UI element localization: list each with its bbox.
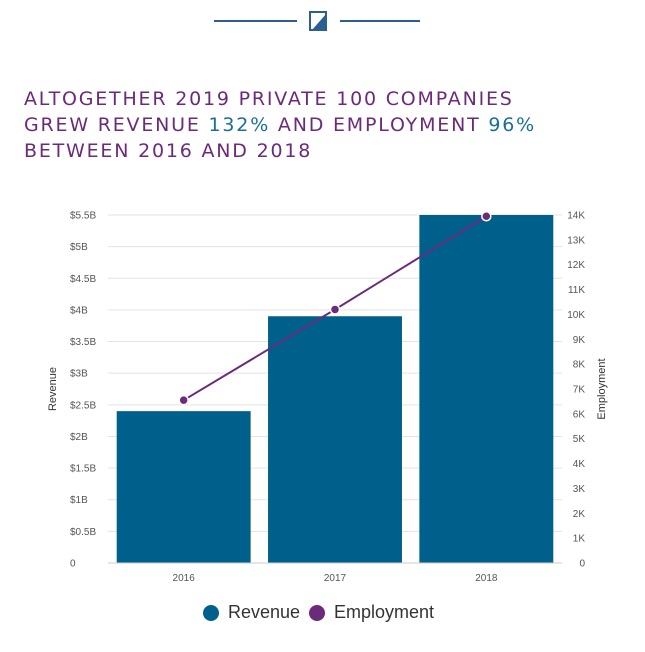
title-line-2-a: GREW REVENUE [24, 114, 209, 136]
employment-growth-highlight: 96% [488, 114, 536, 136]
y-tick-label: 0 [70, 559, 76, 570]
y-tick-label: $5B [70, 242, 88, 253]
employment-point [329, 304, 341, 315]
y2-tick-label: 14K [567, 211, 585, 222]
revenue-employment-chart: 0 $0.5B $1B $1.5B $2B $2.5B $3B $3.5B $4B $4.5B $5… [47, 210, 608, 585]
y-tick-label: $3B [70, 369, 88, 380]
revenue-bar [268, 316, 402, 563]
y2-tick-label: 10K [567, 310, 585, 321]
legend-label-employment: Employment [334, 602, 435, 622]
legend-item-revenue: Revenue [203, 602, 300, 623]
y-tick-label: $5.5B [70, 211, 96, 222]
revenue-bar [419, 215, 554, 563]
y-tick-label: $3.5B [70, 337, 96, 348]
employment-point [178, 394, 189, 406]
logo-divider-right [340, 20, 420, 22]
employment-point [481, 210, 492, 222]
chart-legend: Revenue Employment [0, 602, 645, 626]
y-tick-label: $4.5B [70, 274, 96, 285]
y2-tick-label: 12K [567, 260, 585, 271]
y2-tick-label: 0 [579, 559, 585, 570]
y-tick-label: $4B [70, 305, 88, 316]
y2-tick-label: 3K [573, 484, 586, 495]
y-tick-label: $1B [70, 495, 88, 506]
y-tick-label: $2.5B [70, 400, 96, 411]
y-tick-label: $2B [70, 432, 88, 443]
x-tick-label: 2017 [324, 573, 347, 584]
y2-tick-label: 13K [567, 235, 585, 246]
legend-marker-revenue [203, 604, 219, 621]
y2-tick-label: 7K [573, 385, 586, 396]
y2-tick-label: 5K [573, 434, 586, 445]
y-tick-label: $1.5B [70, 464, 96, 475]
legend-marker-employment [309, 604, 325, 621]
y2-tick-label: 4K [573, 459, 586, 470]
y2-tick-label: 1K [573, 534, 586, 545]
revenue-growth-highlight: 132% [208, 114, 271, 136]
legend-item-employment: Employment [309, 602, 434, 623]
revenue-bar [116, 411, 251, 563]
y-axis-title: Revenue [47, 367, 59, 411]
y-tick-label: $0.5B [70, 527, 96, 538]
y2-tick-label: 8K [573, 360, 586, 371]
x-tick-label: 2018 [475, 573, 498, 584]
y2-tick-label: 6K [573, 409, 586, 420]
logo-divider-left [214, 20, 297, 22]
title-line-2-c: AND EMPLOYMENT [270, 114, 489, 136]
title-line-1: ALTOGETHER 2019 PRIVATE 100 COMPANIES [24, 88, 514, 110]
x-tick-label: 2016 [173, 573, 196, 584]
y2-tick-label: 2K [573, 509, 586, 520]
title-line-2: GREW REVENUE 132% AND EMPLOYMENT 96% [24, 112, 624, 138]
title-line-3: BETWEEN 2016 AND 2018 [24, 140, 313, 162]
y2-tick-label: 9K [573, 335, 586, 346]
y2-tick-label: 11K [568, 285, 585, 296]
slash-square-logo-icon [309, 11, 327, 31]
y2-axis-title: Employment [596, 358, 608, 419]
chart-title: ALTOGETHER 2019 PRIVATE 100 COMPANIES GR… [24, 86, 624, 164]
header-logo [0, 6, 645, 36]
legend-label-revenue: Revenue [228, 602, 301, 622]
